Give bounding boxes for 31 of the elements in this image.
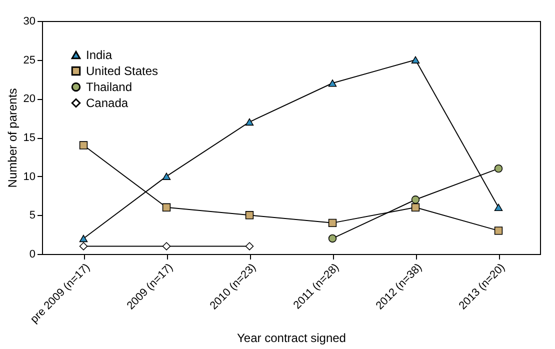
point: [328, 218, 337, 228]
point: [79, 141, 88, 150]
point: [328, 80, 337, 87]
point: [245, 211, 254, 220]
point: [494, 204, 503, 212]
legend-label: Canada: [86, 96, 128, 110]
y-tick-label: 5: [29, 210, 36, 222]
y-tick-label: 25: [23, 54, 36, 66]
point: [162, 203, 171, 212]
y-tick-label: 15: [23, 132, 36, 144]
point: [245, 242, 254, 250]
y-tick-label: 30: [23, 16, 36, 28]
legend-label: Thailand: [86, 80, 132, 94]
y-tick-label: 10: [23, 170, 36, 183]
y-tick-label: 20: [23, 93, 36, 106]
legend-label: India: [86, 48, 112, 62]
point: [79, 234, 88, 242]
x-axis-title: Year contract signed: [237, 330, 346, 345]
point: [328, 234, 337, 243]
point: [79, 242, 88, 250]
point: [162, 172, 171, 180]
point: [411, 56, 420, 64]
point: [245, 118, 254, 126]
y-tick-label: 0: [29, 248, 36, 260]
point: [411, 203, 420, 212]
point: [411, 196, 420, 204]
point: [494, 164, 503, 173]
legend-label: United States: [86, 64, 158, 78]
point: [162, 242, 171, 250]
y-axis-title: Number of parents: [5, 88, 20, 188]
point: [494, 226, 503, 235]
